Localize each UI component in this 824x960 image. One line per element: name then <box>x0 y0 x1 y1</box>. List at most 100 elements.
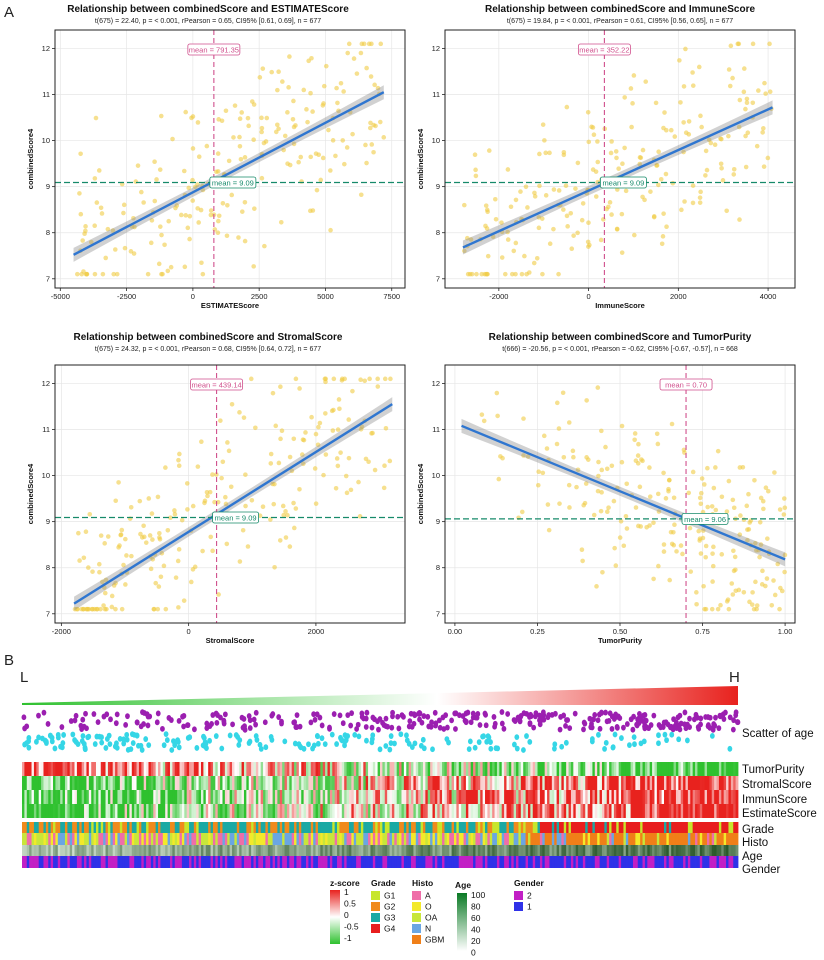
data-point <box>190 114 196 119</box>
track-cell <box>396 833 400 845</box>
heatmap-cell <box>327 762 331 776</box>
data-point <box>259 115 264 121</box>
data-point <box>743 164 749 170</box>
track-cell <box>654 822 658 833</box>
heatmap-cell <box>706 790 710 804</box>
heatmap-cell <box>267 776 271 790</box>
track-cell <box>344 822 347 833</box>
track-cell <box>554 822 558 833</box>
heatmap-cell <box>270 762 273 776</box>
heatmap-cell <box>339 804 343 818</box>
track-cell <box>461 833 464 845</box>
age-point <box>707 724 713 731</box>
heatmap-cell <box>384 804 388 818</box>
age-point <box>154 719 160 726</box>
heatmap-cell <box>91 804 94 818</box>
track-cell <box>215 856 219 868</box>
heatmap-cell <box>559 804 562 818</box>
heatmap-cell <box>401 776 405 790</box>
track-cell <box>148 856 152 868</box>
heatmap-cell <box>363 762 367 776</box>
heatmap-cell <box>210 804 214 818</box>
heatmap-cell <box>169 762 173 776</box>
track-cell <box>511 822 515 833</box>
legend-label-histo: N <box>425 924 431 934</box>
heatmap-cell <box>508 762 512 776</box>
data-point <box>195 120 201 125</box>
heatmap-cell <box>563 762 567 776</box>
data-point <box>519 271 525 277</box>
track-cell <box>642 845 646 856</box>
track-cell <box>513 845 517 856</box>
heatmap-cell <box>191 804 195 818</box>
track-cell <box>587 822 591 833</box>
age-point <box>47 732 53 739</box>
track-cell <box>480 822 484 833</box>
data-point <box>170 136 175 142</box>
track-cell <box>604 822 608 833</box>
track-cell <box>220 845 223 856</box>
data-point <box>718 602 723 608</box>
age-point <box>596 711 602 718</box>
heatmap-cell <box>107 762 111 776</box>
data-point <box>75 271 80 277</box>
track-cell <box>709 822 713 833</box>
data-point <box>131 215 136 221</box>
heatmap-cell <box>382 790 386 804</box>
heatmap-cell <box>570 776 574 790</box>
heatmap-cell <box>470 804 474 818</box>
heatmap-cell <box>239 804 242 818</box>
heatmap-cell <box>203 776 207 790</box>
track-cell <box>91 856 94 868</box>
data-point <box>157 536 163 542</box>
heatmap-cell <box>306 776 309 790</box>
track-cell <box>494 822 498 833</box>
track-cell <box>489 856 493 868</box>
track-cell <box>196 833 200 845</box>
data-point <box>346 455 352 461</box>
track-cell <box>215 833 219 845</box>
data-point <box>709 606 715 612</box>
track-cell <box>640 833 643 845</box>
track-cell <box>492 845 495 856</box>
data-point <box>336 108 341 114</box>
heatmap-cell <box>98 804 102 818</box>
age-point <box>634 721 640 728</box>
track-cell <box>303 833 307 845</box>
heatmap-cell <box>604 762 608 776</box>
track-cell <box>117 845 121 856</box>
heatmap-cell <box>391 762 395 776</box>
heatmap-cell <box>196 776 200 790</box>
track-cell <box>174 822 178 833</box>
track-cell <box>585 833 589 845</box>
track-cell <box>613 822 617 833</box>
track-cell <box>43 845 47 856</box>
data-point <box>356 479 361 485</box>
legend-swatch-gender <box>514 891 523 900</box>
data-point <box>647 494 653 499</box>
data-point <box>522 253 527 259</box>
heatmap-cell <box>618 776 622 790</box>
data-point <box>290 117 296 122</box>
track-cell <box>380 845 383 856</box>
data-point <box>622 145 627 151</box>
heatmap-cell <box>64 804 68 818</box>
age-point <box>473 714 479 721</box>
track-cell <box>127 833 130 845</box>
data-point <box>289 468 295 474</box>
heatmap-cell <box>143 790 147 804</box>
data-point <box>262 243 267 249</box>
heatmap-cell <box>573 762 577 776</box>
heatmap-cell <box>399 790 402 804</box>
track-cell <box>711 856 715 868</box>
heatmap-cell <box>224 776 228 790</box>
data-point <box>775 561 781 567</box>
track-cell <box>733 845 737 856</box>
data-point <box>629 124 634 130</box>
track-cell <box>659 833 663 845</box>
track-cell <box>642 833 646 845</box>
data-point <box>765 488 771 494</box>
legend-title-grade: Grade <box>371 878 396 888</box>
track-cell <box>389 833 393 845</box>
heatmap-cell <box>671 804 674 818</box>
